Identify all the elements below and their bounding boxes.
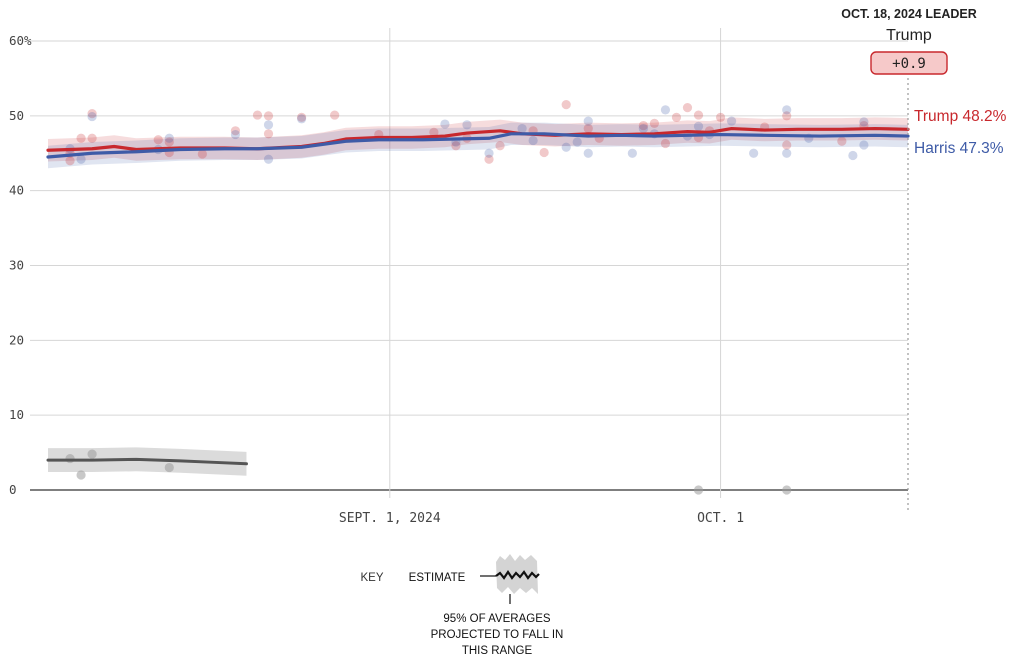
harris-poll-dot [561, 142, 571, 152]
harris-poll-dot [484, 148, 494, 158]
harris-poll-dot [660, 105, 671, 115]
trump-poll-dot [638, 120, 648, 131]
trump-poll-dot [153, 135, 163, 145]
other-poll-dot [693, 485, 704, 495]
trump-poll-dot [429, 127, 439, 137]
trump-poll-dot [782, 140, 792, 150]
harris-poll-dot [583, 148, 593, 158]
axis-ticks: 0 10 20 30 40 50 60% SEPT. 1, 2024 OCT. 1 [9, 33, 744, 526]
harris-poll-dot [296, 114, 307, 124]
harris-poll-dot [859, 140, 869, 150]
harris-poll-dot [528, 135, 538, 146]
key-range-note-line3: THIS RANGE [462, 645, 533, 657]
harris-poll-dot [693, 121, 704, 131]
key-range-note-line2: PROJECTED TO FALL IN [431, 629, 564, 641]
harris-poll-dot [263, 120, 274, 130]
trump-poll-dot [671, 112, 682, 122]
y-tick-label: 50 [9, 108, 24, 123]
y-tick-label: 30 [9, 258, 24, 273]
trump-poll-dot [660, 138, 671, 149]
harris-poll-dot [749, 148, 759, 158]
harris-poll-dot [638, 123, 648, 134]
harris-poll-dot [517, 123, 527, 134]
trump-end-label: Trump 48.2% [914, 108, 1007, 125]
harris-end-label: Harris 47.3% [914, 140, 1004, 157]
trump-poll-dot [715, 112, 726, 122]
leader-margin-badge [870, 51, 948, 75]
trump-poll-dot [837, 136, 847, 146]
trump-poll-dot [252, 110, 263, 120]
grid-lines [30, 28, 908, 498]
harris-poll-dot [627, 148, 637, 158]
other-poll-dot [164, 462, 174, 473]
key-title: KEY [360, 572, 383, 584]
y-tick-label: 20 [9, 332, 24, 347]
leader-margin-value: +0.9 [892, 56, 926, 72]
trump-poll-dot [583, 123, 593, 134]
trump-poll-dot [539, 147, 549, 158]
leader-name: Trump [886, 27, 932, 44]
x-tick-label: SEPT. 1, 2024 [339, 511, 441, 526]
trump-poll-dot [87, 108, 97, 119]
trump-poll-dot [451, 141, 461, 151]
harris-poll-dot [440, 119, 450, 129]
trump-poll-dot [65, 156, 75, 166]
uncertainty-bands [48, 117, 908, 476]
x-tick-label: OCT. 1 [697, 511, 744, 526]
harris-poll-dot [782, 148, 792, 158]
harris-poll-dot [572, 137, 582, 147]
trump-poll-dot [230, 126, 241, 136]
trump-poll-dot [693, 110, 704, 120]
harris-poll-dot [583, 116, 593, 126]
other-poll-dot [87, 449, 97, 459]
harris-poll-dot [462, 120, 472, 130]
trump-poll-dot [495, 141, 505, 151]
leader-date-label: OCT. 18, 2024 LEADER [841, 7, 976, 21]
other-poll-dot [76, 470, 86, 480]
y-tick-label: 0 [9, 482, 17, 497]
trump-poll-dot [197, 149, 207, 159]
harris-average-line [46, 132, 910, 159]
key-swatch [480, 554, 540, 604]
y-tick-label: 10 [9, 407, 24, 422]
harris-poll-dot [782, 105, 792, 115]
harris-poll-dot [848, 150, 858, 161]
other-average-line [46, 457, 248, 466]
harris-poll-dot [87, 111, 97, 122]
other-poll-dot [782, 485, 792, 495]
trump-poll-dot [649, 118, 660, 128]
y-tick-label: 40 [9, 183, 24, 198]
trump-poll-dot [87, 133, 97, 143]
harris-poll-dot [859, 117, 869, 127]
trump-poll-dot [330, 110, 340, 120]
harris-poll-dot [230, 129, 241, 140]
trump-poll-dot [296, 112, 307, 122]
trump-poll-dot [76, 133, 86, 143]
harris-poll-dot [263, 154, 274, 164]
harris-poll-dot [164, 133, 174, 143]
harris-poll-dot [76, 154, 86, 164]
trump-poll-dot [263, 111, 274, 121]
trump-poll-dot [484, 154, 494, 164]
other-uncertainty-band [48, 447, 247, 476]
trump-poll-dot [561, 100, 571, 110]
key-estimate-label: ESTIMATE [409, 572, 466, 584]
harris-poll-dot [726, 116, 737, 126]
y-tick-label: 60% [9, 33, 32, 48]
trump-poll-dot [782, 111, 792, 121]
trump-poll-dot [164, 137, 174, 147]
trump-poll-dot [682, 103, 693, 113]
average-lines [46, 126, 910, 466]
key-range-note-line1: 95% OF AVERAGES [443, 613, 550, 625]
trump-poll-dot [263, 129, 274, 139]
